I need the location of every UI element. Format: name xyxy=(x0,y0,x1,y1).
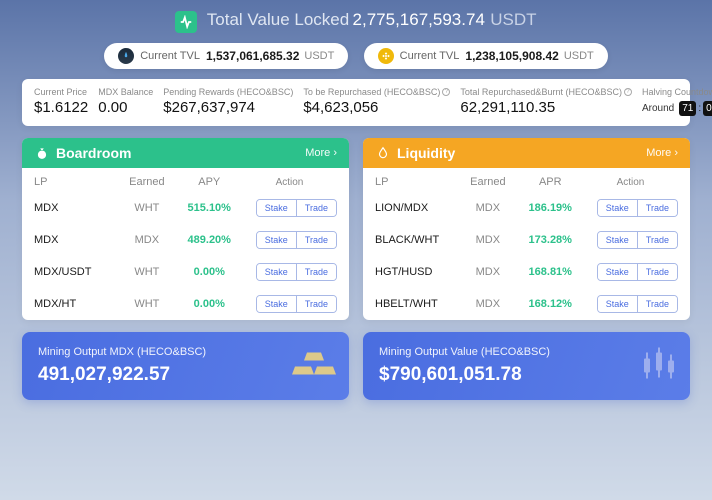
stat-to-repurchase: To be Repurchased (HECO&BSC)? $4,623,056 xyxy=(303,87,450,116)
table-row: LION/MDXMDX186.19% StakeTrade xyxy=(363,192,690,224)
tvl-pill-bsc: Current TVL 1,238,105,908.42 USDT xyxy=(364,43,608,69)
trade-button[interactable]: Trade xyxy=(637,200,677,216)
pill-value: 1,537,061,685.32 xyxy=(206,49,299,63)
mining-value: $790,601,051.78 xyxy=(379,364,674,386)
rate-cell: 168.12% xyxy=(518,298,583,310)
trade-button[interactable]: Trade xyxy=(296,232,336,248)
stake-button[interactable]: Stake xyxy=(257,296,296,312)
mining-label: Mining Output Value (HECO&BSC) xyxy=(379,346,674,358)
stake-button[interactable]: Stake xyxy=(598,232,637,248)
rate-cell: 489.20% xyxy=(177,234,242,246)
table-header: LP Earned APY Action xyxy=(22,168,349,192)
countdown-hours: 05 xyxy=(703,101,712,116)
bsc-icon xyxy=(378,48,394,64)
stat-pending-rewards: Pending Rewards (HECO&BSC) $267,637,974 xyxy=(163,87,293,116)
lp-cell: MDX/HT xyxy=(34,298,117,310)
stake-button[interactable]: Stake xyxy=(598,200,637,216)
table-header: LP Earned APR Action xyxy=(363,168,690,192)
tvl-pills: Current TVL 1,537,061,685.32 USDT Curren… xyxy=(0,39,712,79)
earned-cell: MDX xyxy=(458,266,517,278)
stake-button[interactable]: Stake xyxy=(257,264,296,280)
table-row: BLACK/WHTMDX173.28% StakeTrade xyxy=(363,224,690,256)
pill-unit: USDT xyxy=(304,50,334,62)
stake-button[interactable]: Stake xyxy=(257,200,296,216)
lp-cell: MDX/USDT xyxy=(34,266,117,278)
tvl-unit: USDT xyxy=(490,10,536,29)
liquidity-table: LP Earned APR Action LION/MDXMDX186.19%S… xyxy=(363,168,690,320)
pill-label: Current TVL xyxy=(400,50,460,62)
earned-cell: MDX xyxy=(117,234,176,246)
more-link[interactable]: More › xyxy=(646,147,678,159)
tvl-value: 2,775,167,593.74 xyxy=(353,10,485,29)
lp-cell: HBELT/WHT xyxy=(375,298,458,310)
lp-cell: LION/MDX xyxy=(375,202,458,214)
pill-unit: USDT xyxy=(564,50,594,62)
stat-halving-countdown: Halving Countdown? Around 71: 05: 46: 24 xyxy=(642,87,712,116)
lp-cell: MDX xyxy=(34,202,117,214)
tvl-pill-heco: Current TVL 1,537,061,685.32 USDT xyxy=(104,43,348,69)
panel-title: Liquidity xyxy=(397,145,646,161)
gold-bars-icon xyxy=(291,347,337,386)
lp-cell: BLACK/WHT xyxy=(375,234,458,246)
mining-output-mdx-card: Mining Output MDX (HECO&BSC) 491,027,922… xyxy=(22,332,349,400)
boardroom-header: Boardroom More › xyxy=(22,138,349,168)
earned-cell: WHT xyxy=(117,266,176,278)
pill-label: Current TVL xyxy=(140,50,200,62)
rate-cell: 515.10% xyxy=(177,202,242,214)
stake-button[interactable]: Stake xyxy=(598,296,637,312)
trade-button[interactable]: Trade xyxy=(296,200,336,216)
lp-cell: HGT/HUSD xyxy=(375,266,458,278)
tvl-label: Total Value Locked xyxy=(207,10,349,29)
countdown-days: 71 xyxy=(679,101,696,116)
earned-cell: MDX xyxy=(458,234,517,246)
boardroom-table: LP Earned APY Action MDXWHT515.10%StakeT… xyxy=(22,168,349,320)
stat-total-burnt: Total Repurchased&Burnt (HECO&BSC)? 62,2… xyxy=(460,87,632,116)
info-icon[interactable]: ? xyxy=(442,88,450,96)
earned-cell: WHT xyxy=(117,202,176,214)
lp-cell: MDX xyxy=(34,234,117,246)
mining-output-value-card: Mining Output Value (HECO&BSC) $790,601,… xyxy=(363,332,690,400)
liquidity-panel: Liquidity More › LP Earned APR Action LI… xyxy=(363,138,690,320)
trade-button[interactable]: Trade xyxy=(637,264,677,280)
rate-cell: 168.81% xyxy=(518,266,583,278)
rate-cell: 186.19% xyxy=(518,202,583,214)
earned-cell: MDX xyxy=(458,202,517,214)
stat-mdx-balance: MDX Balance 0.00 xyxy=(98,87,153,116)
rate-cell: 0.00% xyxy=(177,266,242,278)
candlestick-icon xyxy=(638,345,678,388)
trade-button[interactable]: Trade xyxy=(296,296,336,312)
heco-icon xyxy=(118,48,134,64)
trade-button[interactable]: Trade xyxy=(296,264,336,280)
mining-value: 491,027,922.57 xyxy=(38,364,333,386)
trade-button[interactable]: Trade xyxy=(637,296,677,312)
table-row: HGT/HUSDMDX168.81% StakeTrade xyxy=(363,256,690,288)
stake-button[interactable]: Stake xyxy=(257,232,296,248)
rate-cell: 173.28% xyxy=(518,234,583,246)
info-icon[interactable]: ? xyxy=(624,88,632,96)
pill-value: 1,238,105,908.42 xyxy=(465,49,558,63)
stats-card: Current Price $1.6122 MDX Balance 0.00 P… xyxy=(22,79,690,126)
pulse-icon xyxy=(175,11,197,33)
earned-cell: MDX xyxy=(458,298,517,310)
table-row: MDXMDX489.20%StakeTrade xyxy=(22,224,349,256)
stat-current-price: Current Price $1.6122 xyxy=(34,87,88,116)
mining-label: Mining Output MDX (HECO&BSC) xyxy=(38,346,333,358)
moneybag-icon xyxy=(34,145,50,161)
stake-button[interactable]: Stake xyxy=(598,264,637,280)
rate-cell: 0.00% xyxy=(177,298,242,310)
table-row: MDX/USDTWHT0.00% StakeTrade xyxy=(22,256,349,288)
drop-icon xyxy=(375,145,391,161)
liquidity-header: Liquidity More › xyxy=(363,138,690,168)
more-link[interactable]: More › xyxy=(305,147,337,159)
tvl-header: Total Value Locked 2,775,167,593.74 USDT xyxy=(0,0,712,39)
earned-cell: WHT xyxy=(117,298,176,310)
boardroom-panel: Boardroom More › LP Earned APY Action MD… xyxy=(22,138,349,320)
panel-title: Boardroom xyxy=(56,145,305,161)
trade-button[interactable]: Trade xyxy=(637,232,677,248)
table-row: MDXWHT515.10% StakeTrade xyxy=(22,192,349,224)
table-row: HBELT/WHTMDX168.12% StakeTrade xyxy=(363,288,690,320)
table-row: MDX/HTWHT0.00% StakeTrade xyxy=(22,288,349,320)
